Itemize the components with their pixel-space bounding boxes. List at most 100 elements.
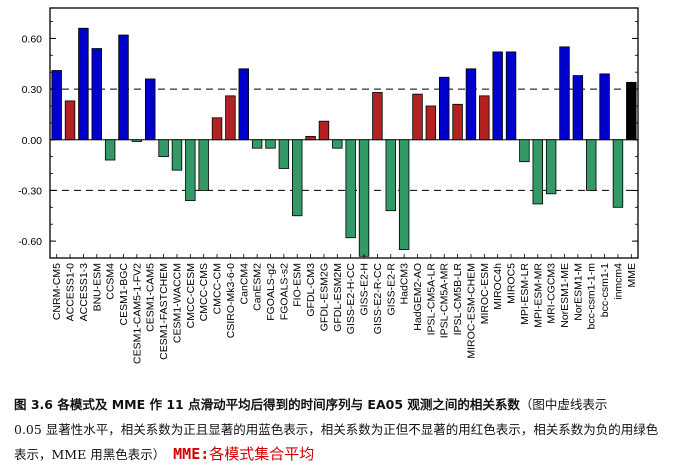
bar-IPSL-CM5A-LR: [425, 105, 437, 141]
x-tick-label: MME: [626, 263, 638, 288]
bar-CESM1-BGC: [118, 34, 129, 141]
bar-ACCESS1-0: [64, 100, 76, 141]
bar-HadGEM2-AO: [412, 93, 423, 141]
caption-note-3: 表示，MME 用黑色表示）: [14, 447, 166, 462]
x-tick-label: CCSM4: [105, 263, 117, 300]
x-tick-label: NorESM1-M: [572, 263, 584, 321]
bar-CanCM4: [238, 68, 249, 141]
x-tick-label: CanCM4: [238, 263, 250, 305]
bar-CNRM-CM5: [51, 70, 62, 141]
bar-CESM1-CAM5-1-FV2: [131, 139, 143, 142]
correlation-bar-chart: -0.60 -0.30 0.00 0.30 0.60 CNRM-CM5 ACCESS1-0…: [18, 7, 639, 364]
bar-inmcm4: [612, 139, 624, 208]
bar-CESM1-CAM5: [145, 78, 156, 141]
bar-MIROC-ESM-CHEM: [465, 68, 477, 141]
x-tick-label: CMCC-CESM: [185, 263, 197, 328]
y-tick-label: -0.30: [18, 185, 42, 197]
x-tick-label: NorESM1-ME: [559, 263, 571, 328]
bar-MPI-ESM-LR: [519, 139, 530, 163]
x-tick-label: FGOALS-g2: [265, 263, 277, 321]
x-tick-label: FIO-ESM: [292, 263, 304, 307]
x-tick-label: MPI-ESM-MR: [532, 263, 544, 328]
caption-mme-label: MME:: [173, 445, 210, 463]
bar-GFDL-CM3: [305, 135, 316, 141]
x-tick-label: MRI-CGCM3: [546, 263, 558, 324]
x-tick-label: CESM1-CAM5-1-FV2: [131, 263, 143, 364]
x-tick-label: HadCM3: [399, 263, 411, 305]
x-tick-labels-group: CNRM-CM5 ACCESS1-0 ACCESS1-3 BNU-ESM CCSM4 CE…: [51, 254, 638, 364]
y-tick-label: -0.60: [18, 236, 42, 248]
caption-mme-text: 各模式集合平均: [209, 445, 315, 463]
bar-HadCM3: [398, 139, 410, 250]
bar-GISS-E2-R-CC: [372, 92, 383, 141]
bar-CMCC-CM: [211, 117, 223, 141]
bar-MRI-CGCM3: [545, 139, 557, 195]
bar-bcc-csm1-1-m: [586, 139, 597, 191]
caption-title: 图 3.6 各模式及 MME 作 11 点滑动平均后得到的时间序列与 EA05 …: [14, 397, 520, 412]
caption-note-2: 0.05 显著性水平，相关系数为正且显著的用蓝色表示，相关系数为正但不显著的用红…: [14, 422, 659, 437]
x-tick-label: GISS-E2-H-CC: [345, 263, 357, 335]
bar-bcc-csm1-1: [599, 73, 610, 141]
bar-FGOALS-s2: [278, 139, 290, 169]
x-tick-label: bcc-csm1-1: [599, 263, 611, 317]
x-tick-label: bcc-csm1-1-m: [586, 263, 598, 330]
x-tick-label: GFDL-CM3: [305, 263, 317, 317]
x-tick-label: ACCESS1-3: [78, 263, 90, 322]
bar-IPSL-CM5A-MR: [439, 76, 450, 141]
x-tick-label: GFDL-ESM2G: [318, 263, 330, 331]
chart-axes: [49, 7, 639, 259]
y-tick-label: 0.30: [22, 84, 43, 96]
x-tick-label: IPSL-CM5A-MR: [439, 263, 451, 339]
bar-NorESM1-M: [572, 75, 584, 141]
x-tick-label: CanESM2: [252, 263, 264, 311]
x-tick-label: ACCESS1-0: [65, 263, 77, 322]
x-tick-label: GISS-E2-R-CC: [372, 263, 384, 335]
bar-GISS-E2-H: [358, 139, 370, 257]
figure-caption: 图 3.6 各模式及 MME 作 11 点滑动平均后得到的时间序列与 EA05 …: [14, 392, 682, 467]
bar-IPSL-CM5B-LR: [452, 103, 463, 141]
x-tick-label: CMCC-CMS: [198, 263, 210, 321]
x-tick-label: CESM1-BGC: [118, 263, 130, 326]
bar-GISS-E2-R: [385, 139, 396, 212]
x-tick-label: BNU-ESM: [91, 263, 103, 311]
bar-MIROC-ESM: [479, 95, 490, 141]
bar-FIO-ESM: [292, 139, 303, 217]
x-tick-label: CNRM-CM5: [51, 263, 63, 320]
bar-GFDL-ESM2M: [332, 139, 343, 149]
bar-CCSM4: [104, 139, 116, 161]
bar-FGOALS-g2: [265, 139, 276, 149]
x-tick-label: GISS-E2-R: [385, 263, 397, 316]
caption-note-1: （图中虚线表示: [519, 397, 608, 412]
bar-MIROC5: [505, 51, 517, 141]
y-tick-label: 0.00: [22, 135, 43, 147]
bar-MPI-ESM-MR: [532, 139, 543, 205]
bar-CMCC-CESM: [185, 139, 196, 201]
bars-group: [51, 27, 637, 257]
bar-GFDL-ESM2G: [318, 120, 330, 141]
plot-frame: [49, 7, 639, 259]
x-tick-label: CMCC-CM: [212, 263, 224, 314]
x-tick-label: IPSL-CM5A-LR: [425, 263, 437, 336]
bar-ACCESS1-3: [78, 27, 89, 141]
x-tick-label: MPI-ESM-LR: [519, 263, 531, 325]
x-tick-label: FGOALS-s2: [278, 263, 290, 320]
bar-GISS-E2-H-CC: [345, 139, 356, 239]
bar-CESM1-WACCM: [171, 139, 183, 171]
x-tick-label: CESM1-CAM5: [145, 263, 157, 332]
x-tick-label: MIROC5: [506, 263, 518, 304]
x-tick-label: GISS-E2-H: [359, 263, 371, 316]
x-tick-label: MIROC4h: [492, 263, 504, 310]
x-tick-label: IPSL-CM5B-LR: [452, 263, 464, 336]
bar-CMCC-CMS: [198, 139, 209, 191]
x-tick-label: inmcm4: [612, 263, 624, 300]
bar-CanESM2: [251, 139, 263, 149]
bar-MME: [626, 81, 637, 141]
x-tick-label: CESM1-FASTCHEM: [158, 263, 170, 360]
bar-BNU-ESM: [91, 48, 102, 141]
x-tick-label: CSIRO-Mk3-6-0: [225, 263, 237, 338]
x-tick-label: GFDL-ESM2M: [332, 263, 344, 332]
x-tick-label: MIROC-ESM: [479, 263, 491, 324]
y-ticks-group: -0.60 -0.30 0.00 0.30 0.60: [18, 21, 638, 248]
x-tick-label: HadGEM2-AO: [412, 263, 424, 331]
x-tick-label: CESM1-WACCM: [171, 263, 183, 343]
